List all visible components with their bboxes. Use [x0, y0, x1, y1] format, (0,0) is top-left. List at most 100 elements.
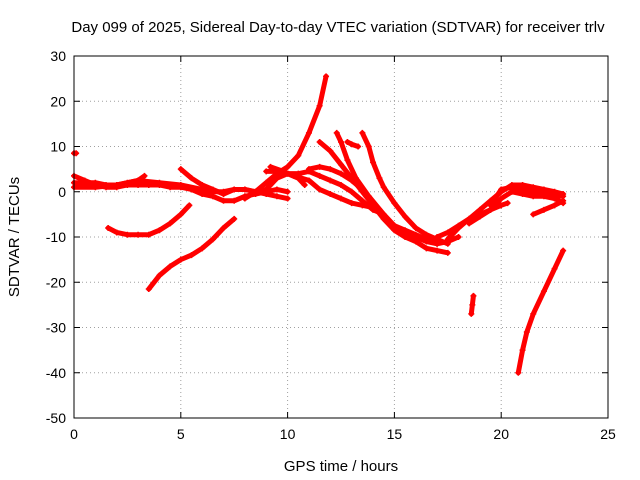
x-tick-label: 5: [177, 426, 185, 442]
data-point-marker: [348, 200, 355, 207]
data-point-marker: [376, 175, 383, 182]
data-point-marker: [380, 184, 387, 191]
data-point-marker: [327, 177, 334, 184]
grid: [74, 56, 608, 418]
data-point-marker: [231, 197, 238, 204]
y-tick-label: 20: [50, 93, 66, 109]
x-tick-label: 15: [387, 426, 403, 442]
data-point-marker: [498, 186, 505, 193]
data-point-marker: [284, 195, 291, 202]
data-point-marker: [273, 168, 280, 175]
data-point-marker: [327, 166, 334, 173]
data-point-marker: [338, 195, 344, 202]
x-tick-label: 0: [70, 426, 78, 442]
data-point-marker: [365, 143, 372, 150]
series-line: [105, 202, 192, 238]
data-point-marker: [305, 129, 312, 136]
data-point-marker: [338, 170, 344, 177]
data-point-marker: [141, 172, 148, 179]
data-point-marker: [177, 181, 184, 188]
data-point-marker: [515, 369, 522, 376]
data-point-marker: [316, 172, 323, 179]
series-arc-15: [344, 138, 362, 150]
data-point-marker: [323, 73, 330, 80]
data-point-marker: [470, 292, 477, 299]
data-point-marker: [284, 188, 291, 195]
data-point-marker: [519, 186, 526, 193]
data-point-marker: [124, 231, 131, 238]
data-point-marker: [338, 138, 344, 145]
series-arc-19: [487, 184, 567, 209]
data-point-marker: [220, 224, 227, 231]
x-tick-label: 10: [280, 426, 296, 442]
data-point-marker: [466, 220, 473, 227]
data-point-marker: [145, 286, 152, 293]
data-point-marker: [327, 191, 334, 198]
data-point-marker: [301, 181, 308, 188]
data-point-marker: [476, 213, 483, 220]
data-point-marker: [220, 197, 227, 204]
y-tick-label: 0: [58, 184, 66, 200]
data-point-marker: [530, 188, 537, 195]
data-point-marker: [267, 163, 274, 170]
data-point-marker: [391, 200, 398, 207]
data-point-marker: [333, 129, 340, 136]
data-point-marker: [316, 138, 323, 145]
series-arc-21: [468, 292, 477, 317]
data-point-marker: [370, 159, 377, 166]
data-point-marker: [469, 301, 476, 308]
data-point-marker: [156, 179, 163, 186]
data-point-marker: [316, 102, 323, 109]
data-point-marker: [188, 252, 195, 259]
series-line: [359, 130, 451, 247]
data-point-marker: [263, 186, 270, 193]
data-point-marker: [105, 224, 112, 231]
data-point-marker: [199, 245, 206, 252]
y-tick-label: -30: [46, 320, 66, 336]
data-point-marker: [135, 231, 142, 238]
data-point-marker: [391, 222, 398, 229]
data-point-marker: [476, 206, 483, 213]
series-line: [530, 198, 566, 217]
data-point-marker: [113, 229, 120, 236]
data-point-marker: [113, 181, 120, 188]
data-point-marker: [344, 138, 351, 145]
data-point-marker: [551, 265, 558, 272]
series-line: [178, 166, 387, 217]
data-point-marker: [423, 231, 430, 238]
data-point-marker: [316, 163, 323, 170]
data-point-marker: [359, 129, 366, 136]
data-point-marker: [156, 227, 163, 234]
y-tick-label: -50: [46, 410, 66, 426]
data-point-marker: [327, 148, 334, 155]
data-point-marker: [263, 168, 270, 175]
data-point-marker: [177, 166, 184, 173]
series-arc-14: [359, 129, 451, 247]
data-point-marker: [209, 236, 216, 243]
data-point-marker: [498, 202, 505, 209]
data-point-marker: [81, 179, 88, 186]
y-tick-label: -10: [46, 229, 66, 245]
data-point-marker: [92, 184, 99, 191]
data-point-marker: [295, 152, 302, 159]
data-point-marker: [177, 211, 184, 218]
data-point-marker: [402, 213, 409, 220]
data-point-marker: [444, 249, 451, 256]
x-axis-label: GPS time / hours: [284, 458, 398, 475]
data-point-marker: [167, 220, 174, 227]
data-point-marker: [519, 347, 526, 354]
data-point-marker: [209, 186, 216, 193]
data-point-marker: [338, 161, 344, 168]
data-point-marker: [530, 310, 537, 317]
data-point-marker: [402, 227, 409, 234]
data-point-marker: [423, 245, 430, 252]
data-point-marker: [380, 211, 387, 218]
y-axis-label: SDTVAR / TECUs: [6, 177, 23, 297]
data-point-marker: [241, 186, 248, 193]
data-point-marker: [348, 188, 355, 195]
data-point-marker: [523, 329, 530, 336]
series-line: [242, 73, 329, 202]
data-point-marker: [560, 197, 567, 204]
data-point-marker: [551, 202, 558, 209]
data-point-marker: [434, 247, 441, 254]
